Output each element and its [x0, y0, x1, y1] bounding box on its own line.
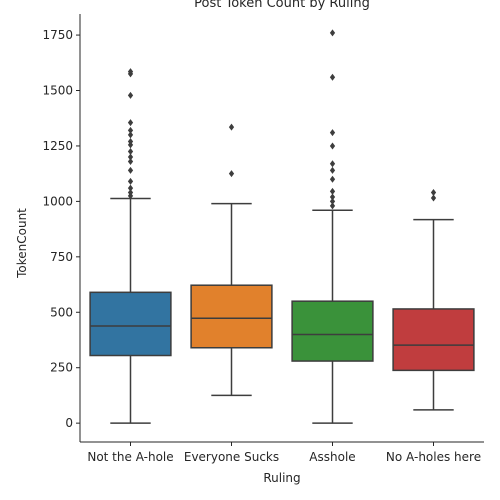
- outlier-point: [127, 166, 134, 174]
- outlier-point: [127, 189, 134, 197]
- outlier-point: [228, 123, 235, 131]
- y-axis-label: TokenCount: [15, 208, 29, 279]
- outlier-point: [329, 187, 336, 195]
- y-tick-label: 500: [50, 305, 73, 319]
- outlier-point: [127, 147, 134, 155]
- outlier-point: [127, 91, 134, 99]
- outlier-point: [329, 73, 336, 81]
- outlier-point: [329, 129, 336, 137]
- outlier-point: [127, 177, 134, 185]
- x-tick-label: Everyone Sucks: [184, 450, 279, 464]
- outlier-point: [329, 193, 336, 201]
- y-tick-label: 750: [50, 250, 73, 264]
- x-axis-label: Ruling: [263, 471, 300, 485]
- outlier-point: [127, 138, 134, 146]
- y-tick-label: 0: [65, 416, 73, 430]
- box-asshole: [291, 300, 374, 362]
- outlier-point: [228, 170, 235, 178]
- outlier-point: [127, 131, 134, 139]
- outlier-point: [329, 160, 336, 168]
- plot-area: 0 250 500 750 1000 1250 1500 1750 Not the A-hole…: [42, 14, 484, 464]
- outlier-point: [430, 194, 437, 202]
- y-tick-label: 1250: [42, 139, 73, 153]
- outlier-point: [127, 157, 134, 165]
- outlier-point: [329, 166, 336, 174]
- outlier-point: [127, 119, 134, 127]
- x-tick-label: No A-holes here: [386, 450, 481, 464]
- outlier-point: [127, 153, 134, 161]
- outlier-point: [127, 126, 134, 134]
- outlier-point: [127, 184, 134, 192]
- outlier-point: [329, 202, 336, 210]
- outlier-point: [329, 142, 336, 150]
- outlier-point: [329, 29, 336, 37]
- outlier-point: [329, 197, 336, 205]
- y-tick-label: 1750: [42, 28, 73, 42]
- box-no-a-holes-here: [392, 308, 475, 372]
- outlier-point: [329, 175, 336, 183]
- y-tick-label: 1500: [42, 84, 73, 98]
- box-everyone-sucks: [190, 284, 273, 349]
- box-not-the-a-hole: [89, 291, 172, 357]
- x-tick-label: Asshole: [309, 450, 355, 464]
- y-tick-label: 1000: [42, 194, 73, 208]
- chart-title: Post Token Count by Ruling: [194, 0, 370, 11]
- x-tick-label: Not the A-hole: [87, 450, 173, 464]
- outlier-point: [430, 189, 437, 197]
- outlier-point: [127, 68, 134, 76]
- y-tick-label: 250: [50, 361, 73, 375]
